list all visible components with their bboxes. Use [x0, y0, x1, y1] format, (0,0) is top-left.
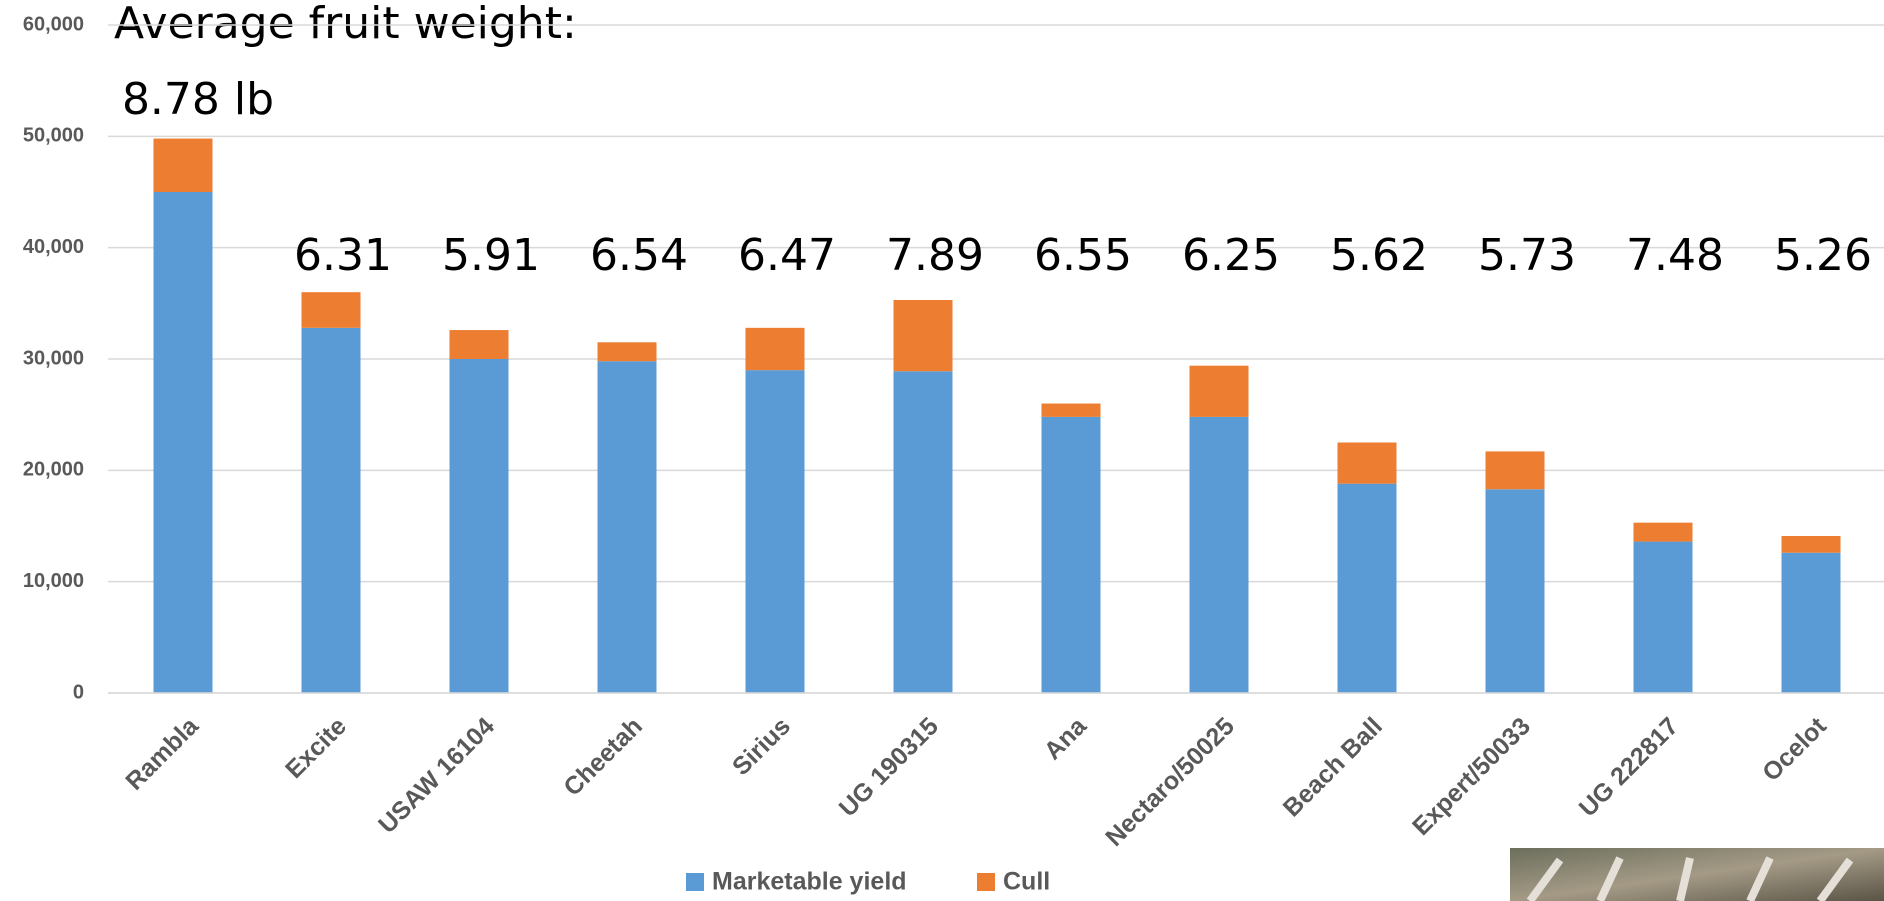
x-tick-label: USAW 16104 [373, 712, 500, 839]
bar-segment [597, 361, 657, 693]
legend-label: Marketable yield [712, 868, 907, 896]
bar-segment [1041, 416, 1101, 693]
bar-segment [1781, 536, 1841, 553]
bar-segment [153, 192, 213, 693]
annotation-label: 8.78 lb [122, 74, 274, 125]
y-tick-label: 0 [73, 681, 84, 703]
bar-segment [301, 327, 361, 693]
bar-segment [893, 299, 953, 372]
annotation-label: 6.55 [1034, 230, 1132, 281]
y-tick-label: 30,000 [23, 347, 84, 369]
bar-segment [449, 359, 509, 693]
annotation-label: 6.47 [738, 230, 836, 281]
bar-segment [745, 370, 805, 693]
bar-segment [597, 342, 657, 362]
bar-segment [1633, 522, 1693, 542]
x-tick-label: Nectaro/50025 [1100, 712, 1240, 852]
bar-segment [1485, 489, 1545, 693]
x-tick-label: Ocelot [1757, 712, 1832, 787]
bar-segment [1041, 403, 1101, 417]
x-tick-label: Rambla [120, 711, 204, 795]
annotation-label: 5.73 [1478, 230, 1576, 281]
x-tick-label: Cheetah [558, 712, 648, 802]
bar-segment [1633, 541, 1693, 693]
bar-segment [153, 138, 213, 192]
legend-label: Cull [1003, 868, 1050, 896]
photo [1510, 848, 1884, 901]
bar-segment [1189, 416, 1249, 693]
bar-segment [745, 327, 805, 371]
legend-swatch [686, 873, 704, 891]
bar-segment [449, 330, 509, 359]
bar-segment [1781, 552, 1841, 693]
bar-segment [301, 292, 361, 328]
annotation-label: 5.91 [442, 230, 540, 281]
y-tick-label: 10,000 [23, 570, 84, 592]
bar-segment [893, 371, 953, 693]
y-tick-label: 60,000 [23, 13, 84, 35]
x-tick-label: UG 190315 [834, 712, 944, 822]
y-tick-label: 40,000 [23, 236, 84, 258]
bar-segment [1337, 442, 1397, 484]
annotation-label: 7.89 [886, 230, 984, 281]
bar-segment [1189, 365, 1249, 417]
y-tick-label: 50,000 [23, 125, 84, 147]
annotation-label: 5.26 [1774, 230, 1872, 281]
x-tick-label: Excite [280, 712, 352, 784]
x-tick-label: UG 222817 [1574, 712, 1684, 822]
annotation-label: 6.54 [590, 230, 688, 281]
bar-segment [1337, 483, 1397, 693]
x-tick-label: Beach Ball [1278, 712, 1388, 822]
legend-swatch [977, 873, 995, 891]
y-tick-label: 20,000 [23, 459, 84, 481]
annotation-label: 7.48 [1626, 230, 1724, 281]
bar-segment [1485, 451, 1545, 490]
annotation-label: 5.62 [1330, 230, 1428, 281]
x-tick-label: Ana [1039, 711, 1093, 765]
x-tick-label: Sirius [727, 712, 796, 781]
annotation-label: 6.31 [294, 230, 392, 281]
x-tick-label: Expert/50033 [1407, 712, 1536, 841]
annotation-label: 6.25 [1182, 230, 1280, 281]
